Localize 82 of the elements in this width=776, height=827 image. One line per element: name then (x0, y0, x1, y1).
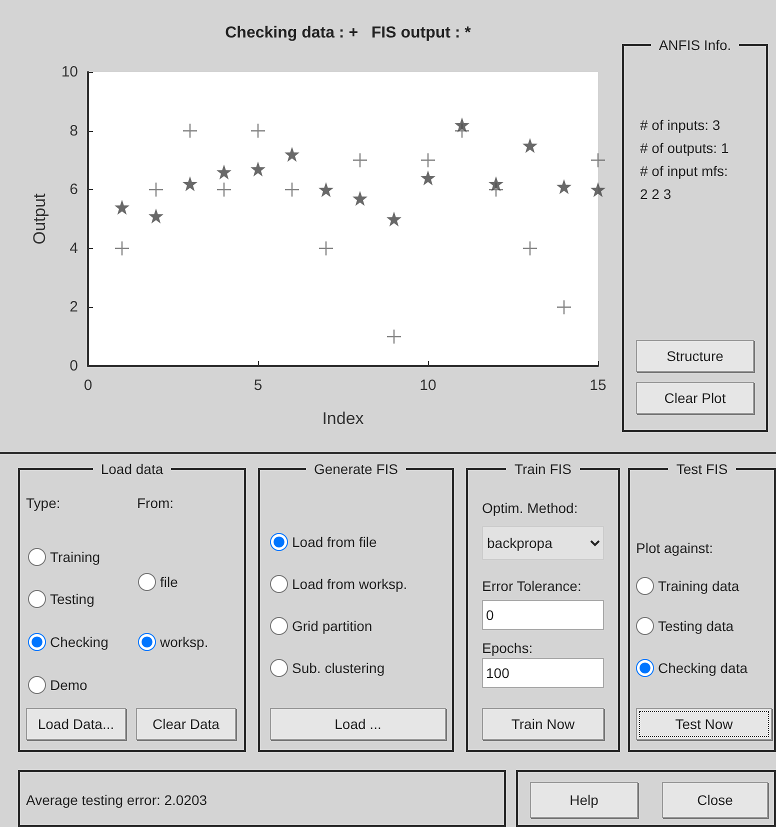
text: Generate FIS (306, 461, 406, 477)
point (556, 300, 572, 315)
text: Training (50, 548, 100, 566)
text: Close (662, 782, 768, 818)
text: Epochs: (482, 639, 533, 657)
text: # of outputs: 1 (640, 139, 729, 157)
text: Testing data (658, 617, 734, 635)
point (488, 176, 504, 192)
point (284, 182, 300, 198)
text: Help (530, 782, 638, 818)
text: Grid partition (292, 617, 372, 635)
text: Load data (92, 461, 172, 477)
x-axis-title: Index (322, 409, 364, 428)
point (182, 176, 198, 192)
point (590, 182, 606, 198)
point (556, 179, 572, 194)
text: Clear Plot (636, 382, 754, 414)
point (420, 170, 436, 186)
text: Train Now (482, 708, 604, 740)
point (216, 164, 232, 180)
text: Demo (50, 676, 88, 694)
point (352, 152, 368, 168)
point (114, 200, 130, 215)
text: Checking (50, 633, 108, 651)
text: Testing (50, 590, 94, 608)
chart-title: Checking data : + FIS output : * (225, 24, 472, 42)
text: ANFIS Info. (650, 37, 740, 53)
text: Training data (658, 577, 740, 595)
text: Structure (636, 340, 754, 372)
text: Load ... (270, 708, 446, 740)
text: worksp. (160, 633, 208, 651)
point (216, 182, 232, 198)
text: Test FIS (668, 461, 736, 477)
text: Train FIS (506, 461, 580, 477)
text: Type: (26, 494, 60, 512)
text: Sub. clustering (292, 659, 385, 677)
point (420, 152, 436, 168)
y-tick-label: 0 (70, 358, 78, 374)
text: From: (137, 494, 174, 512)
text: Load Data... (26, 708, 126, 740)
point (284, 146, 300, 162)
text: Clear Data (136, 708, 236, 740)
text: Load from file (292, 533, 377, 551)
point (318, 240, 334, 256)
text: 100 (482, 658, 604, 688)
point (522, 240, 538, 256)
text: Load from worksp. (292, 575, 408, 593)
point (250, 123, 266, 138)
text: backpropa (482, 526, 604, 560)
text: Error Tolerance: (482, 577, 582, 595)
text: # of inputs: 3 (640, 116, 720, 134)
point (386, 212, 402, 226)
point (522, 138, 538, 153)
text: Test Now (636, 708, 772, 740)
point (352, 190, 368, 206)
y-tick-label: 10 (61, 64, 78, 80)
text: Plot against: (636, 539, 714, 557)
point (114, 240, 130, 256)
point (454, 117, 470, 132)
text: file (160, 573, 178, 591)
y-tick-label: 6 (70, 181, 78, 198)
text: Optim. Method: (482, 499, 578, 517)
point (386, 328, 402, 344)
x-tick-label: 15 (590, 377, 606, 394)
text: 0 (482, 600, 604, 630)
text: Checking data (658, 659, 748, 677)
point (182, 123, 198, 138)
point (148, 208, 164, 224)
y-tick-label: 4 (70, 240, 78, 257)
x-tick-label: 0 (84, 377, 92, 394)
text: 2 2 3 (640, 185, 672, 203)
y-tick-label: 8 (70, 122, 78, 140)
y-tick-label: 2 (70, 298, 78, 316)
x-tick-label: 5 (254, 377, 262, 394)
text: Average testing error: 2.0203 (26, 791, 208, 809)
x-tick-label: 10 (420, 377, 436, 394)
point (148, 182, 164, 198)
y-axis-title: Output (30, 193, 49, 245)
point (250, 162, 266, 177)
point (318, 182, 334, 198)
point (590, 152, 606, 168)
text: # of input mfs: (640, 162, 728, 180)
